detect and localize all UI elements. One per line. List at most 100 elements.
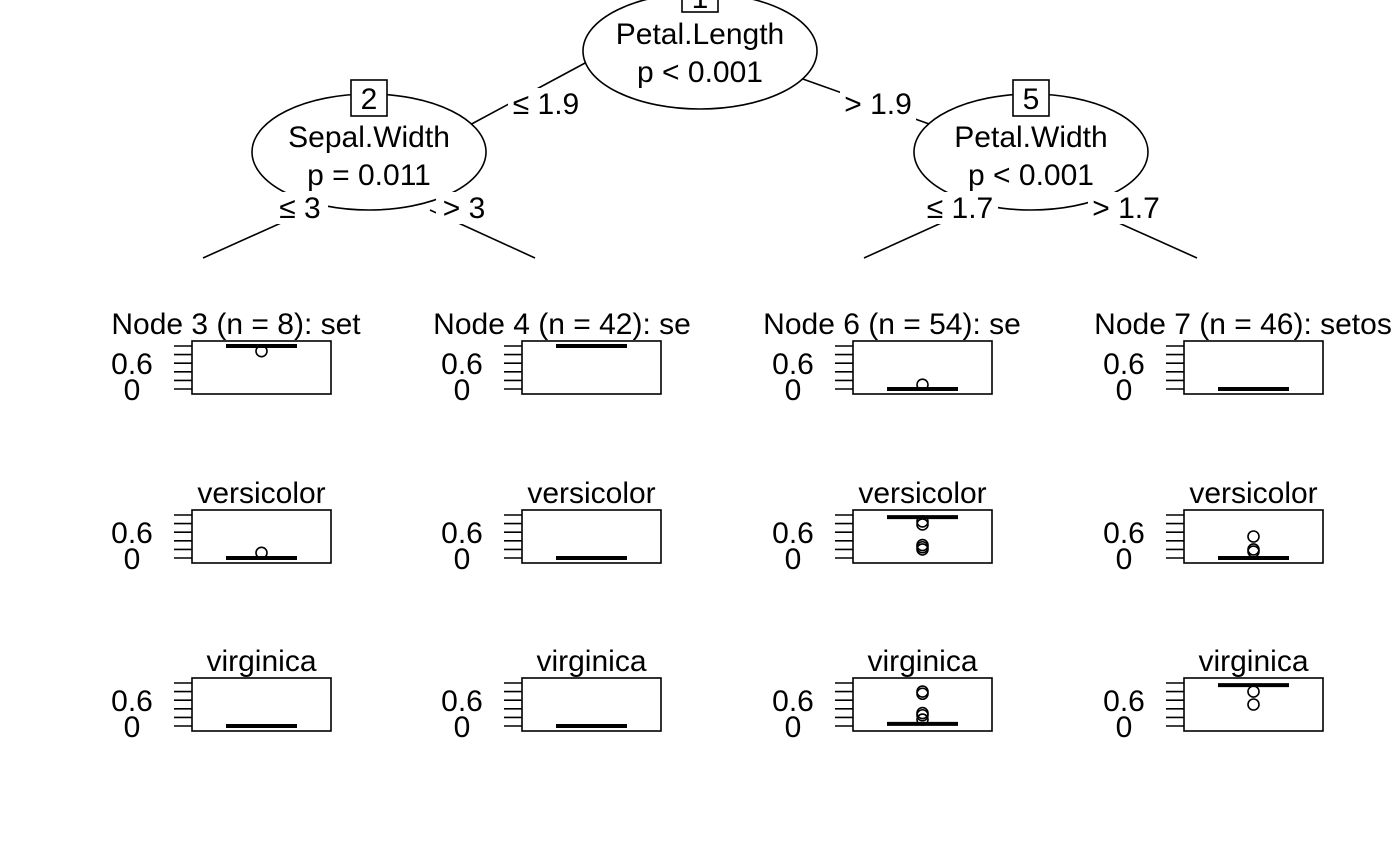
outlier-point — [916, 687, 929, 701]
title-clip-mask — [370, 305, 420, 341]
edge-label-mask — [508, 88, 584, 120]
boxplot-panel-node6-versicolor: versicolor 00.6 — [772, 477, 993, 576]
y-tick-label: 0.6 — [1103, 348, 1145, 381]
boxplot-panel-node7-virginica: virginica 00.6 — [1103, 645, 1324, 744]
edge-label-2-4: > 3 — [443, 192, 486, 225]
outlier-point — [916, 518, 929, 531]
edge-label-mask — [840, 88, 916, 120]
edge-label-5-7: > 1.7 — [1092, 192, 1160, 225]
y-tick-label: 0 — [785, 543, 802, 576]
node-id: 2 — [361, 83, 378, 116]
node-pvalue: p < 0.001 — [637, 56, 763, 89]
node-variable: Petal.Length — [616, 18, 784, 51]
edge-label-2-3: ≤ 3 — [279, 192, 320, 225]
title-clip-mask — [1030, 305, 1080, 341]
class-label-virginica: virginica — [1198, 645, 1308, 678]
boxplot-panel-node7-setosa: 00.6 — [1103, 340, 1324, 407]
edge-label-mask — [272, 192, 328, 224]
boxplot-panel-node4-versicolor: versicolor 00.6 — [441, 477, 662, 576]
plot-frame — [191, 509, 332, 564]
boxplot-panel-node3-versicolor: versicolor 00.6 — [111, 477, 332, 576]
y-tick-label: 0.6 — [441, 517, 483, 550]
boxplot-panel-node6-setosa: 00.6 — [772, 340, 993, 407]
class-label-versicolor: versicolor — [197, 477, 325, 510]
edge-label-mask — [436, 192, 492, 224]
plot-frame — [191, 340, 332, 395]
class-label-versicolor: versicolor — [858, 477, 986, 510]
y-tick-label: 0 — [1116, 543, 1133, 576]
inner-node-2: 2 Sepal.Width p = 0.011 — [251, 79, 487, 211]
y-tick-label: 0.6 — [111, 348, 153, 381]
y-tick-label: 0 — [124, 543, 141, 576]
boxplot-panel-node7-versicolor: versicolor 00.6 — [1103, 477, 1324, 576]
title-clip-mask — [700, 305, 750, 341]
boxplot-panel-node3-virginica: virginica 00.6 — [111, 645, 332, 744]
inner-node-1: 1 Petal.Length p < 0.001 — [582, 0, 818, 110]
node-pvalue: p < 0.001 — [968, 159, 1094, 192]
node-id: 1 — [692, 0, 709, 15]
outlier-point — [916, 543, 929, 556]
y-tick-label: 0.6 — [1103, 517, 1145, 550]
inner-node-5: 5 Petal.Width p < 0.001 — [913, 79, 1149, 211]
terminal-node-title-4: Node 4 (n = 42): se — [433, 308, 691, 341]
node-id-box — [350, 79, 388, 117]
boxplot-panel-node4-setosa: 00.6 — [441, 340, 662, 407]
edge-label-1-5: > 1.9 — [844, 88, 912, 121]
terminal-node-title-6: Node 6 (n = 54): se — [763, 308, 1021, 341]
node-id-box — [1012, 79, 1050, 117]
node-variable: Sepal.Width — [288, 121, 450, 154]
y-tick-label: 0.6 — [441, 348, 483, 381]
y-tick-label: 0 — [454, 543, 471, 576]
y-tick-label: 0 — [454, 374, 471, 407]
plot-frame — [521, 340, 662, 395]
class-label-virginica: virginica — [867, 645, 977, 678]
y-tick-label: 0.6 — [441, 685, 483, 718]
class-label-versicolor: versicolor — [527, 477, 655, 510]
node-ellipse — [582, 0, 818, 110]
plot-frame — [521, 677, 662, 732]
y-tick-label: 0.6 — [1103, 685, 1145, 718]
plot-frame — [521, 509, 662, 564]
boxplot-panel-node4-virginica: virginica 00.6 — [441, 645, 662, 744]
plot-frame — [1183, 340, 1324, 395]
boxplot-panel-node6-virginica: virginica 00.6 — [772, 645, 993, 744]
node-id: 5 — [1023, 83, 1040, 116]
node-variable: Petal.Width — [954, 121, 1107, 154]
y-tick-label: 0 — [124, 374, 141, 407]
edge-label-mask — [922, 192, 998, 224]
plot-frame — [852, 340, 993, 395]
y-tick-label: 0 — [124, 711, 141, 744]
outlier-point — [1247, 545, 1260, 558]
class-label-virginica: virginica — [536, 645, 646, 678]
outlier-point — [255, 344, 268, 358]
edge-label-5-6: ≤ 1.7 — [927, 192, 994, 225]
node-pvalue: p = 0.011 — [307, 159, 431, 192]
outlier-point — [1247, 685, 1260, 698]
boxplot-panel-node3-setosa: 00.6 — [111, 340, 332, 407]
outlier-point — [916, 713, 929, 726]
outlier-point — [1247, 530, 1260, 543]
class-label-virginica: virginica — [206, 645, 316, 678]
edge-label-1-2: ≤ 1.9 — [513, 88, 580, 121]
y-tick-label: 0 — [785, 374, 802, 407]
terminal-node-title-7: Node 7 (n = 46): setos — [1094, 308, 1392, 341]
y-tick-label: 0.6 — [772, 517, 814, 550]
y-tick-label: 0 — [1116, 711, 1133, 744]
boxplot-panels: 00.6versicolor00.6virginica00.600.6versi… — [111, 340, 1324, 744]
y-tick-label: 0 — [454, 711, 471, 744]
y-tick-label: 0 — [1116, 374, 1133, 407]
y-tick-label: 0 — [785, 711, 802, 744]
node-id-box — [681, 0, 719, 13]
y-tick-label: 0.6 — [111, 685, 153, 718]
edge-label-mask — [1088, 192, 1164, 224]
outlier-point — [1247, 698, 1260, 711]
outlier-point — [255, 546, 268, 560]
y-tick-label: 0.6 — [772, 348, 814, 381]
outlier-point — [916, 708, 929, 722]
y-tick-label: 0.6 — [772, 685, 814, 718]
outlier-point — [916, 378, 929, 392]
class-label-versicolor: versicolor — [1189, 477, 1317, 510]
y-tick-label: 0.6 — [111, 517, 153, 550]
terminal-node-title-3: Node 3 (n = 8): set — [111, 308, 361, 341]
